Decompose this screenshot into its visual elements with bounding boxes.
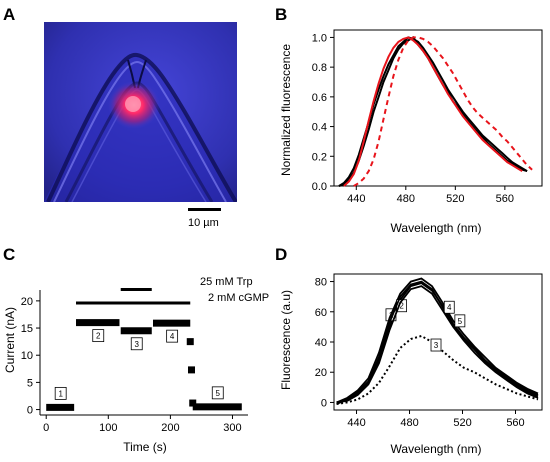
chart-d-series-5 bbox=[336, 285, 539, 404]
chart-d-xtick-label: 480 bbox=[400, 417, 418, 429]
chart-c-xtick-label: 200 bbox=[161, 422, 179, 434]
chart-b-xtick-label: 480 bbox=[397, 193, 415, 205]
chart-c-segment-2 bbox=[120, 327, 152, 335]
chart-b-ytick-label: 0.4 bbox=[312, 122, 327, 134]
chart-b-xlabel: Wavelength (nm) bbox=[391, 221, 482, 235]
chart-d-ytick-label: 80 bbox=[315, 277, 327, 289]
chart-d-box-4 bbox=[443, 300, 455, 314]
chart-d-box-label-5: 5 bbox=[458, 317, 463, 326]
chart-d-box-label-2: 2 bbox=[399, 302, 404, 311]
panel-a-svg: A 1 bbox=[3, 5, 237, 229]
chart-d-series-3 bbox=[336, 334, 539, 405]
chart-c-box-3 bbox=[166, 329, 179, 343]
chart-c-xtick-label: 100 bbox=[99, 422, 117, 434]
chart-d-box-label-3: 3 bbox=[434, 341, 439, 350]
chart-b-xtick-label: 440 bbox=[347, 193, 365, 205]
panel-b: B 440 480 520 560 0.0 0.2 0.4 0.6 0.8 1.0 Wavelen… bbox=[270, 0, 550, 240]
chart-c-xtick-label: 0 bbox=[43, 422, 49, 434]
chart-d-ylabel: Fluorescence (a.u) bbox=[279, 290, 293, 390]
chart-c-ylabel: Current (nA) bbox=[3, 307, 17, 373]
chart-c-segment-3 bbox=[153, 319, 191, 327]
chart-c: C 0 100 200 300 0 5 10 15 20 25 mM Trp 2 mM cGMP 1 2… bbox=[3, 245, 269, 454]
chart-c-segment-1 bbox=[76, 319, 120, 327]
chart-c-box-label-4: 5 bbox=[216, 389, 221, 398]
chart-c-xtick-label: 300 bbox=[223, 422, 241, 434]
chart-d-xtick-label: 560 bbox=[506, 417, 524, 429]
chart-c-ytick-label: 0 bbox=[27, 405, 33, 417]
chart-c-segment-4 bbox=[192, 403, 242, 411]
chart-b-series-0 bbox=[338, 36, 528, 187]
panel-letter-d: D bbox=[275, 245, 287, 264]
chart-c-box-0 bbox=[54, 386, 67, 400]
chart-c-ytick-label: 5 bbox=[27, 377, 33, 389]
chart-c-box-label-0: 1 bbox=[58, 389, 63, 398]
chart-b-frame bbox=[333, 29, 543, 187]
panel-letter-b: B bbox=[275, 5, 287, 24]
chart-d-ytick-label: 20 bbox=[315, 367, 327, 379]
panel-letter-a: A bbox=[3, 5, 15, 24]
chart-b-series-3 bbox=[353, 36, 533, 187]
chart-c-box-2 bbox=[130, 337, 143, 351]
chart-d-box-label-4: 4 bbox=[447, 303, 452, 312]
chart-c-ytick-label: 20 bbox=[21, 296, 33, 308]
panel-a: A 1 bbox=[0, 0, 270, 229]
scale-bar bbox=[188, 208, 221, 211]
chart-b-ytick-label: 1.0 bbox=[312, 32, 327, 44]
chart-c-point-0 bbox=[186, 338, 194, 346]
panel-d: D 440 480 520 560 0 20 40 60 80 1 2 4 5 3 Wavelength … bbox=[270, 240, 550, 457]
chart-d-ytick-label: 40 bbox=[315, 337, 327, 349]
chart-c-bar-label-0: 25 mM Trp bbox=[200, 276, 253, 288]
chart-c-segment-0 bbox=[46, 403, 75, 411]
chart-c-box-label-1: 2 bbox=[96, 332, 101, 341]
chart-c-ytick-label: 10 bbox=[21, 350, 33, 362]
chart-c-ytick-label: 15 bbox=[21, 323, 33, 335]
chart-c-box-label-3: 4 bbox=[170, 332, 175, 341]
chart-b-ytick-label: 0.8 bbox=[312, 62, 327, 74]
chart-c-box-1 bbox=[92, 329, 105, 343]
chart-c-point-1 bbox=[187, 366, 195, 374]
scale-bar-label: 10 µm bbox=[188, 217, 219, 228]
chart-d-xtick-label: 520 bbox=[453, 417, 471, 429]
chart-b-xtick-label: 520 bbox=[446, 193, 464, 205]
chart-d-xlabel: Wavelength (nm) bbox=[391, 442, 482, 456]
panel-c: C 0 100 200 300 0 5 10 15 20 25 mM Trp 2 mM cGMP 1 2… bbox=[0, 240, 280, 457]
chart-d-series-2 bbox=[336, 277, 539, 404]
chart-b-ytick-label: 0.2 bbox=[312, 151, 327, 163]
chart-b-plot: 440 480 520 560 0.0 0.2 0.4 0.6 0.8 1.0 bbox=[312, 29, 543, 205]
chart-d-series-4 bbox=[336, 280, 539, 405]
chart-b-ytick-label: 0.0 bbox=[312, 181, 327, 193]
chart-c-box-4 bbox=[211, 386, 224, 400]
chart-b-xtick-label: 560 bbox=[496, 193, 514, 205]
chart-b-ytick-label: 0.6 bbox=[312, 92, 327, 104]
chart-c-plot: 0 100 200 300 0 5 10 15 20 25 mM Trp 2 mM cGMP 1 2 3 4… bbox=[21, 276, 269, 434]
chart-c-point-2 bbox=[189, 399, 197, 407]
chart-c-bar-label-1: 2 mM cGMP bbox=[208, 292, 269, 304]
chart-b: B 440 480 520 560 0.0 0.2 0.4 0.6 0.8 1.0 Wavelen… bbox=[275, 5, 543, 235]
panel-letter-c: C bbox=[3, 245, 15, 264]
chart-d-ytick-label: 0 bbox=[321, 397, 327, 409]
chart-d-ytick-label: 60 bbox=[315, 307, 327, 319]
chart-b-series-2 bbox=[343, 36, 523, 187]
chart-d-box-5 bbox=[454, 314, 466, 328]
chart-d-xtick-label: 440 bbox=[347, 417, 365, 429]
chart-d-box-3 bbox=[430, 338, 442, 352]
chart-c-xlabel: Time (s) bbox=[123, 440, 167, 454]
chart-b-ylabel: Normalized fluorescence bbox=[279, 44, 293, 176]
chart-c-box-label-2: 3 bbox=[135, 340, 140, 349]
chart-b-series-1 bbox=[338, 36, 528, 187]
